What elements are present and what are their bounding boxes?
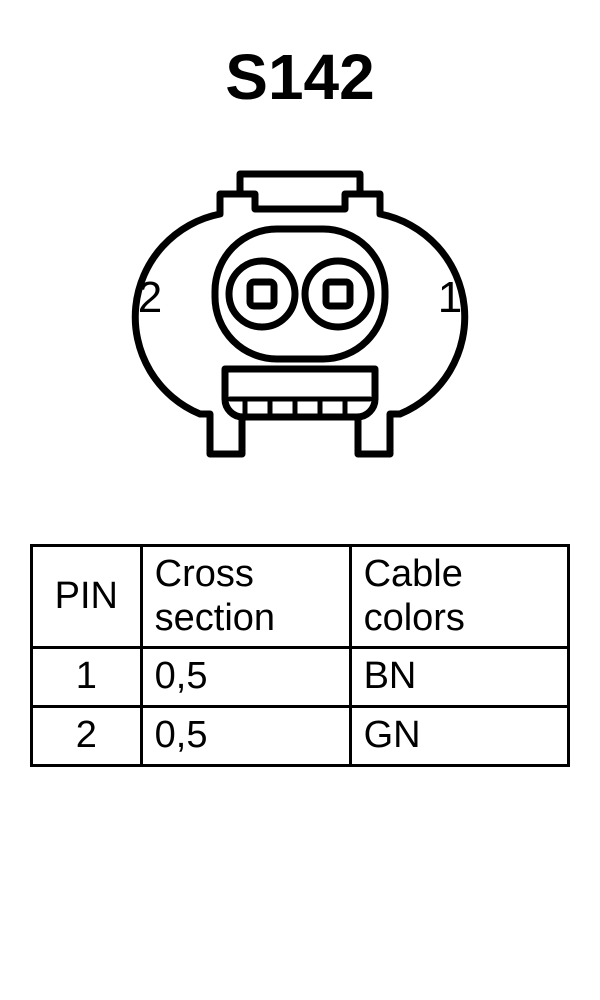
table-header-row: PIN Cross section Cable colors: [32, 546, 569, 648]
connector-top-clip: [240, 174, 360, 209]
page-title: S142: [225, 40, 374, 114]
cell-cross-section: 0,5: [141, 648, 350, 707]
pinout-table: PIN Cross section Cable colors 1 0,5 BN …: [30, 544, 570, 767]
cell-pin: 2: [32, 707, 142, 766]
pin-2-terminal: [250, 282, 274, 306]
table-row: 1 0,5 BN: [32, 648, 569, 707]
connector-diagram: 2 1: [90, 154, 510, 494]
pin-label-1: 1: [438, 273, 462, 322]
cell-cable-color: GN: [350, 707, 568, 766]
col-header-cross-section: Cross section: [141, 546, 350, 648]
pin-1-terminal: [326, 282, 350, 306]
cell-cable-color: BN: [350, 648, 568, 707]
pin-label-2: 2: [138, 273, 162, 322]
cell-cross-section: 0,5: [141, 707, 350, 766]
connector-svg: 2 1: [90, 154, 510, 494]
col-header-pin: PIN: [32, 546, 142, 648]
col-header-cable-colors: Cable colors: [350, 546, 568, 648]
table-row: 2 0,5 GN: [32, 707, 569, 766]
cell-pin: 1: [32, 648, 142, 707]
